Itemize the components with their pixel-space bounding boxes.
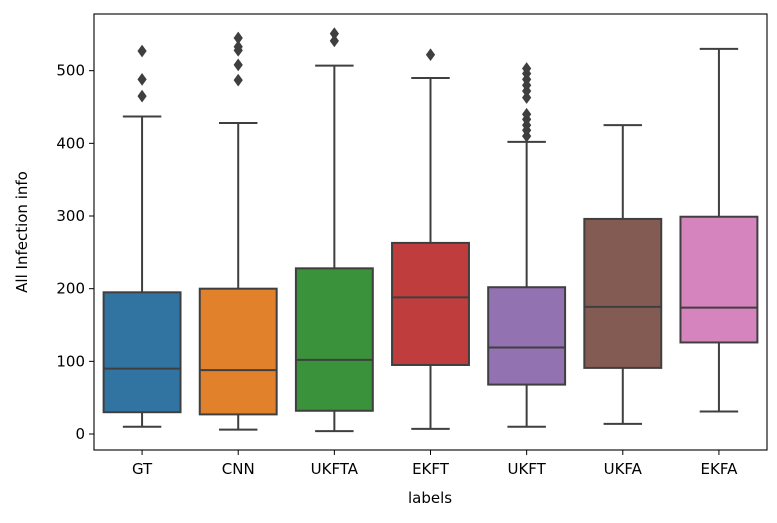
box-ekfa <box>679 47 759 413</box>
outlier-point <box>233 73 243 87</box>
y-axis-title: All Infection info <box>13 171 31 293</box>
box-ekft <box>391 48 470 430</box>
box-body <box>391 241 470 366</box>
outlier-point <box>137 73 147 86</box>
box-body <box>583 217 663 369</box>
outlier-point <box>329 34 339 48</box>
y-tick-label: 500 <box>56 62 85 80</box>
outlier-point <box>137 44 147 58</box>
box-body <box>294 267 374 412</box>
outlier-point <box>137 89 147 103</box>
y-tick-label: 400 <box>56 134 85 152</box>
outlier-point <box>233 31 243 45</box>
x-tick-label: CNN <box>222 460 255 478</box>
outlier-point <box>522 62 532 75</box>
y-axis: 0 100 200 300 400 500 <box>56 62 94 443</box>
x-tick-label: UKFTA <box>311 460 359 478</box>
outlier-point <box>329 27 339 40</box>
outlier-point <box>425 48 436 62</box>
y-tick-label: 300 <box>56 207 85 225</box>
outlier-point <box>233 40 243 54</box>
box-ukft <box>487 62 567 428</box>
box-body <box>679 215 759 344</box>
box-ukfta <box>294 27 374 433</box>
box-body <box>102 291 182 414</box>
boxes-group <box>102 27 759 433</box>
y-tick-label: 200 <box>56 280 85 298</box>
outlier-point <box>522 91 532 104</box>
y-tick-label: 0 <box>75 425 85 443</box>
x-tick-label: UKFA <box>604 460 643 478</box>
outlier-point <box>522 107 532 121</box>
x-axis: GT CNN UKFTA EKFT UKFT UKFA EKFA <box>132 450 738 478</box>
y-tick-label: 100 <box>56 352 85 370</box>
x-tick-label: EKFA <box>701 460 739 478</box>
box-gt <box>102 44 182 428</box>
box-body <box>487 286 567 386</box>
x-tick-label: EKFT <box>412 460 450 478</box>
x-tick-label: GT <box>132 460 153 478</box>
x-tick-label: UKFT <box>507 460 546 478</box>
x-axis-title: labels <box>408 489 452 507</box>
box-cnn <box>198 31 278 431</box>
box-body <box>198 287 278 416</box>
outlier-point <box>233 58 243 72</box>
box-ukfa <box>583 124 663 425</box>
